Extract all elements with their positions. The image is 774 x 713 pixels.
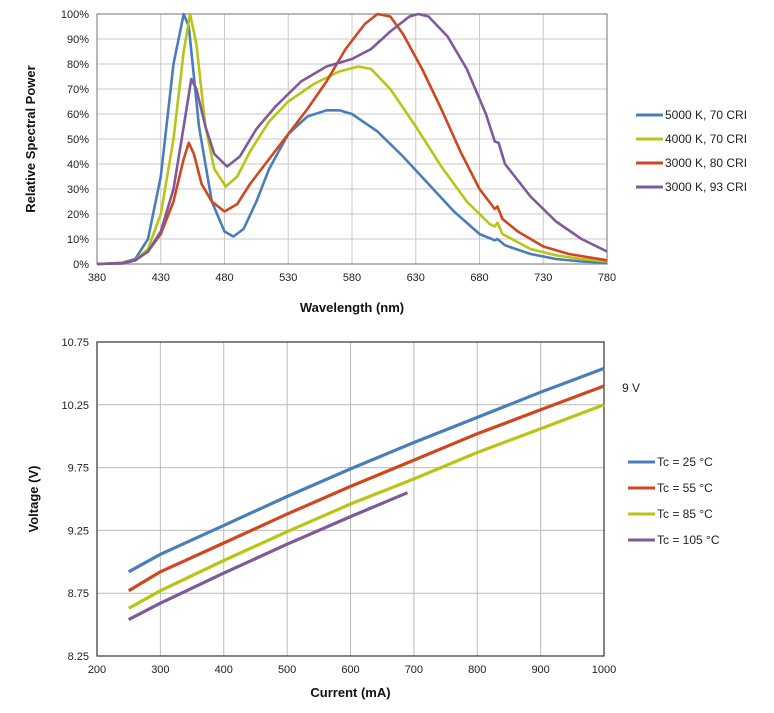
y-tick-label: 8.25 [68,651,89,663]
annotation: 9 V [622,381,640,395]
y-tick-label: 8.75 [68,588,89,600]
x-tick-label: 630 [407,272,425,284]
y-tick-label: 80% [67,59,89,71]
x-tick-label: 800 [468,664,486,676]
legend-label: Tc = 55 °C [657,481,713,495]
y-axis-label: Relative Spectral Power [23,65,38,212]
y-tick-label: 70% [67,84,89,96]
x-tick-label: 700 [405,664,423,676]
chart-1: 380 430 480 530 580 630 680 730 780 0% 10% 20% 30% 40… [23,9,747,315]
x-tick-label: 480 [215,272,233,284]
series-line-1 [127,366,605,574]
x-tick-label: 780 [598,272,616,284]
legend-label: Tc = 25 °C [657,455,713,469]
series-line-2 [96,12,608,266]
series-line-3 [127,403,605,610]
x-tick-label: 500 [278,664,296,676]
x-tick-label: 900 [531,664,549,676]
y-tick-label: 9.75 [68,463,89,475]
y-axis-label: Voltage (V) [26,466,41,533]
y-tick-label: 30% [67,184,89,196]
x-tick-label: 730 [534,272,552,284]
legend-label: Tc = 85 °C [657,507,713,521]
x-tick-label: 530 [279,272,297,284]
series-line-4 [96,12,608,266]
y-tick-label: 50% [67,134,89,146]
y-tick-label: 10.75 [61,337,89,349]
chart-2: 200 300 400 500 600 700 800 900 1000 8.25 8.75 9.25… [26,337,720,700]
legend-label: 4000 K, 70 CRI [665,132,747,146]
x-tick-label: 400 [215,664,233,676]
legend-label: 3000 K, 93 CRI [665,180,747,194]
y-tick-label: 9.25 [68,525,89,537]
x-tick-label: 680 [470,272,488,284]
legend-label: 5000 K, 70 CRI [665,108,747,122]
x-tick-label: 380 [88,272,106,284]
series-line-3 [96,12,608,266]
y-tick-label: 60% [67,109,89,121]
y-tick-label: 10% [67,234,89,246]
x-tick-label: 580 [343,272,361,284]
x-axis-label: Current (mA) [310,685,390,700]
y-tick-label: 40% [67,159,89,171]
legend-label: Tc = 105 °C [657,533,720,547]
y-tick-label: 90% [67,34,89,46]
x-tick-label: 1000 [592,664,616,676]
y-tick-label: 100% [61,9,89,21]
plot-area [96,13,608,265]
x-axis-label: Wavelength (nm) [300,300,404,315]
x-tick-label: 430 [152,272,170,284]
x-tick-label: 300 [151,664,169,676]
y-tick-label: 10.25 [61,400,89,412]
x-tick-label: 600 [341,664,359,676]
y-tick-label: 20% [67,209,89,221]
plot-area [96,341,605,657]
legend-label: 3000 K, 80 CRI [665,156,747,170]
y-tick-label: 0% [73,259,89,271]
series-line-4 [127,491,409,622]
x-tick-label: 200 [88,664,106,676]
series-line-2 [127,384,605,593]
series-line-1 [96,12,608,266]
